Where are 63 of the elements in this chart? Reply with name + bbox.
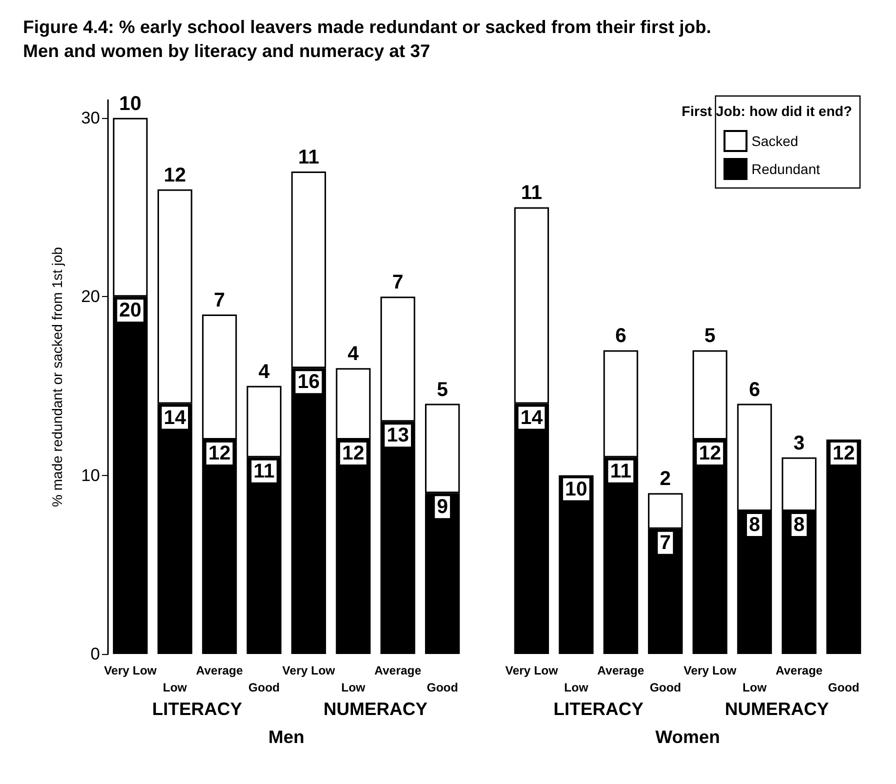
data-label: 13 bbox=[386, 424, 409, 447]
data-label: 14 bbox=[164, 406, 187, 429]
text: LITERACY bbox=[553, 699, 644, 719]
x-tick-label: Good bbox=[650, 680, 682, 694]
text: Men bbox=[268, 727, 304, 747]
data-label: 6 bbox=[748, 378, 760, 401]
legend-label: Sacked bbox=[751, 133, 798, 149]
x-tick-label: Average bbox=[776, 664, 823, 678]
data-label: 9 bbox=[436, 496, 448, 518]
data-label: 10 bbox=[119, 92, 142, 115]
x-tick-label: Low bbox=[564, 680, 589, 694]
data-label: 8 bbox=[748, 514, 760, 536]
data-label: 12 bbox=[208, 442, 231, 465]
data-label: 12 bbox=[832, 442, 855, 465]
data-label: 11 bbox=[610, 460, 632, 482]
x-tick-label: Very Low bbox=[104, 664, 158, 678]
bar bbox=[558, 475, 594, 654]
x-tick-label: Very Low bbox=[282, 664, 336, 678]
x-tick-label: Low bbox=[341, 680, 366, 694]
y-axis-title: % made redundant or sacked from 1st job bbox=[49, 246, 65, 507]
data-label: 7 bbox=[392, 272, 404, 294]
x-tick-label: Average bbox=[196, 664, 244, 678]
data-label: 12 bbox=[164, 164, 186, 186]
x-tick-label: Low bbox=[162, 680, 188, 694]
data-label: 4 bbox=[348, 343, 360, 366]
text: Women bbox=[655, 727, 720, 747]
legend-label: Redundant bbox=[751, 161, 820, 177]
data-label: 11 bbox=[521, 182, 542, 204]
text: NUMERACY bbox=[324, 699, 428, 719]
data-label: 6 bbox=[615, 325, 626, 348]
data-label: 16 bbox=[298, 371, 320, 394]
x-tick-label: Very Low bbox=[505, 664, 559, 678]
data-label: 12 bbox=[698, 442, 722, 465]
data-label: 11 bbox=[298, 146, 320, 168]
chart-title: Figure 4.4: % early school leavers made redundant or sacked from their first job. Men and women by literacy and numeracy at 37 bbox=[23, 17, 716, 61]
data-label: 12 bbox=[342, 442, 364, 465]
y-tick-label: 30 bbox=[81, 108, 100, 128]
data-label: 5 bbox=[436, 378, 448, 401]
y-tick-label: 20 bbox=[81, 287, 100, 306]
data-label: 11 bbox=[253, 460, 275, 482]
y-tick-label: 0 bbox=[90, 644, 100, 664]
x-tick-label: Average bbox=[374, 664, 422, 678]
x-tick-label: Low bbox=[742, 680, 768, 694]
data-label: 7 bbox=[660, 532, 671, 554]
data-label: 2 bbox=[660, 468, 671, 490]
data-label: 4 bbox=[258, 360, 270, 383]
data-label: 8 bbox=[794, 514, 805, 536]
bar bbox=[826, 440, 862, 654]
data-label: 3 bbox=[794, 432, 805, 454]
x-tick-label: Good bbox=[828, 680, 860, 694]
x-tick-label: Average bbox=[597, 664, 645, 678]
x-tick-label: Good bbox=[248, 680, 280, 694]
text: LITERACY bbox=[152, 699, 242, 719]
x-tick-label: Good bbox=[426, 680, 458, 694]
y-tick-label: 10 bbox=[81, 466, 100, 485]
text: NUMERACY bbox=[724, 699, 829, 719]
legend-title: First Job: how did it end? bbox=[682, 103, 852, 119]
x-tick-label: Very Low bbox=[684, 664, 737, 678]
data-label: 5 bbox=[704, 325, 716, 348]
data-label: 20 bbox=[119, 300, 142, 322]
data-label: 7 bbox=[214, 289, 226, 312]
data-label: 10 bbox=[565, 478, 588, 500]
data-label: 14 bbox=[520, 406, 544, 429]
